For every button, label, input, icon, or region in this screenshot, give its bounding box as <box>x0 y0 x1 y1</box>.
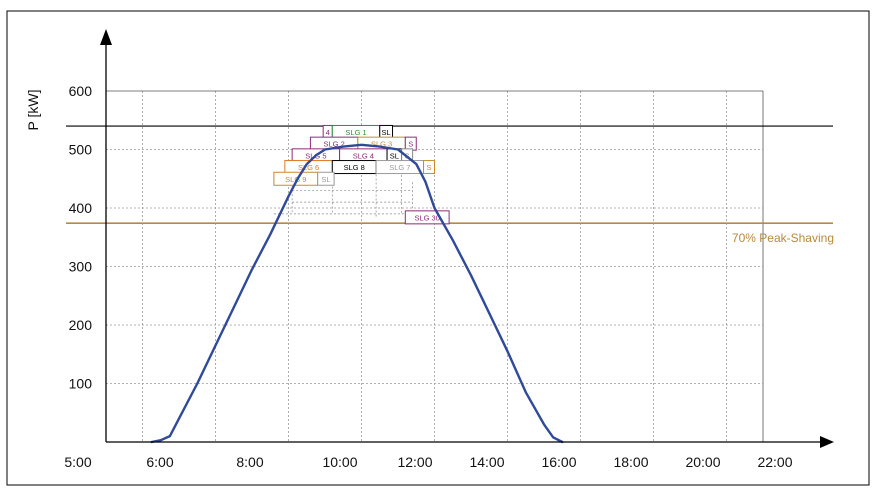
load-block-label: S <box>427 163 432 172</box>
y-axis-label: P [kW] <box>25 90 41 131</box>
grid <box>106 90 764 442</box>
x-tick-label: 5:00 <box>64 454 91 470</box>
y-tick-labels: 100 200 300 400 500 600 <box>69 83 93 392</box>
load-block <box>423 160 435 175</box>
load-block-label: SLG 9 <box>285 175 306 184</box>
x-tick-label: 8:00 <box>236 454 263 470</box>
x-tick-label: 20:00 <box>685 454 720 470</box>
x-tick-label: 16:00 <box>541 454 576 470</box>
x-tick-labels: 5:00 6:00 8:00 10:00 12:00 14:00 16:00 18:00 20:… <box>64 454 792 470</box>
y-tick-label: 300 <box>69 259 93 275</box>
pv-power-line <box>150 143 564 444</box>
peak-shaving-label: 70% Peak-Shaving <box>732 231 834 245</box>
load-block-label: SL <box>321 175 330 184</box>
load-block-label: SLG 3 <box>371 140 392 149</box>
x-tick-label: 22:00 <box>757 454 792 470</box>
axes <box>100 29 834 448</box>
load-block-label: SLG 7 <box>389 163 410 172</box>
x-tick-label: 10:00 <box>322 454 357 470</box>
load-block-label: SL <box>382 128 391 137</box>
x-tick-label: 6:00 <box>146 454 173 470</box>
load-block-label: SLG 8 <box>344 163 365 172</box>
y-tick-label: 500 <box>69 142 93 158</box>
y-tick-label: 200 <box>69 317 93 333</box>
load-block-label: SLG 30 <box>414 213 439 222</box>
load-block <box>317 171 335 186</box>
x-tick-label: 18:00 <box>613 454 648 470</box>
load-block-label: S <box>408 140 413 149</box>
y-tick-label: 600 <box>69 83 93 99</box>
load-block-label: SLG 1 <box>345 128 366 137</box>
x-axis-arrow <box>820 436 834 448</box>
series <box>150 143 564 444</box>
load-block-label: SL <box>390 151 399 160</box>
chart-frame <box>6 10 870 486</box>
reference-lines <box>66 125 833 225</box>
x-tick-label: 12:00 <box>397 454 432 470</box>
load-block-label: SLG 6 <box>298 163 319 172</box>
load-block-label: SLG 4 <box>353 151 374 160</box>
y-tick-label: 100 <box>69 376 93 392</box>
y-tick-label: 400 <box>69 200 93 216</box>
load-block-label: 4 <box>326 128 330 137</box>
x-tick-label: 14:00 <box>469 454 504 470</box>
y-axis-arrow <box>100 29 112 45</box>
load-block-label: SLG 2 <box>323 140 344 149</box>
